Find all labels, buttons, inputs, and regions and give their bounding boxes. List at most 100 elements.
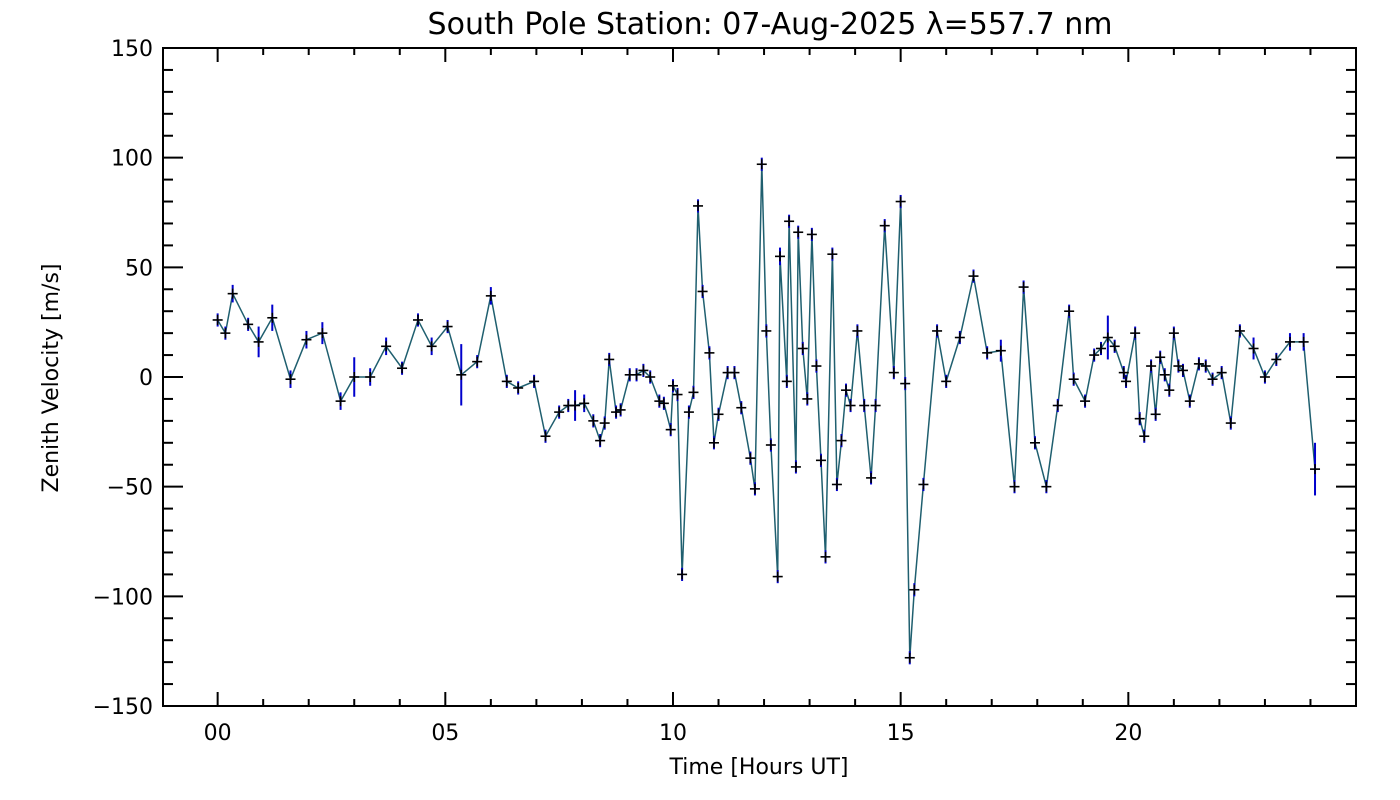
data-point-marker	[243, 319, 254, 330]
data-point-marker	[570, 400, 581, 411]
plot-border	[162, 47, 1357, 707]
data-line-group	[216, 164, 1316, 658]
data-point-marker	[797, 343, 808, 354]
data-point-marker	[1259, 372, 1270, 382]
data-point-marker	[658, 398, 669, 409]
data-point-marker	[1064, 306, 1075, 317]
data-point-marker	[749, 483, 760, 494]
data-point-marker	[677, 569, 688, 580]
plot-frame	[162, 47, 1357, 707]
data-point-marker	[688, 387, 699, 398]
data-point-marker	[1150, 409, 1161, 420]
data-point-marker	[941, 376, 952, 387]
data-point-marker	[900, 378, 911, 389]
data-point-marker	[1121, 376, 1132, 387]
data-point-marker	[845, 400, 856, 411]
data-point-marker	[982, 347, 993, 358]
data-point-marker	[365, 372, 376, 382]
y-tick-label: −50	[107, 476, 153, 501]
series-line	[216, 164, 1316, 658]
data-point-marker	[790, 461, 801, 472]
x-tick-label: 10	[659, 721, 687, 746]
data-point-marker	[220, 328, 231, 339]
y-tick-label: 150	[111, 37, 153, 62]
data-point-marker	[693, 200, 704, 211]
data-point-marker	[645, 372, 656, 382]
data-point-marker	[827, 249, 838, 260]
data-point-marker	[1109, 341, 1120, 352]
data-point-marker	[895, 196, 906, 207]
data-point-marker	[301, 334, 312, 345]
data-point-marker	[745, 453, 756, 464]
data-point-marker	[968, 271, 979, 282]
data-point-marker	[1130, 328, 1141, 339]
data-point-marker	[1018, 282, 1029, 293]
data-point-marker	[708, 437, 719, 448]
chart-title: South Pole Station: 07-Aug-2025 λ=557.7 …	[428, 7, 1113, 42]
data-point-marker	[456, 369, 467, 380]
data-point-marker	[1080, 396, 1091, 407]
data-point-marker	[793, 227, 804, 238]
data-point-marker	[529, 376, 540, 387]
data-point-marker	[611, 407, 622, 418]
data-point-marker	[704, 347, 715, 358]
data-point-marker	[1089, 350, 1100, 361]
data-point-marker	[954, 332, 965, 343]
data-point-marker	[472, 356, 483, 367]
data-point-marker	[918, 479, 929, 490]
data-point-marker	[1271, 354, 1282, 365]
data-point-marker	[381, 341, 392, 352]
data-point-marker	[870, 400, 881, 411]
data-point-marker	[756, 159, 767, 170]
errorbars-group	[216, 157, 1317, 665]
data-point-marker	[485, 290, 496, 301]
data-point-marker	[831, 479, 842, 490]
data-point-marker	[442, 321, 453, 332]
y-tick-label: −100	[93, 585, 153, 610]
data-point-marker	[879, 220, 890, 231]
data-point-marker	[866, 472, 877, 483]
data-point-marker	[638, 365, 649, 376]
data-point-marker	[1284, 336, 1295, 347]
data-point-marker	[713, 409, 724, 420]
data-point-marker	[811, 361, 822, 372]
data-point-marker	[1177, 365, 1188, 376]
y-axis-label: Zenith Velocity [m/s]	[39, 264, 64, 493]
data-point-marker	[1216, 367, 1227, 378]
data-point-marker	[683, 407, 694, 418]
data-point-marker	[1173, 361, 1184, 372]
data-point-marker	[932, 325, 943, 336]
data-point-marker	[904, 652, 915, 663]
data-point-marker	[1041, 481, 1052, 492]
data-point-marker	[1029, 437, 1040, 448]
x-tick-label: 20	[1114, 721, 1142, 746]
data-point-marker	[736, 402, 747, 413]
data-point-marker	[859, 400, 870, 411]
data-point-marker	[588, 415, 599, 426]
data-point-marker	[672, 389, 683, 400]
data-point-marker	[995, 345, 1006, 356]
data-point-marker	[888, 367, 899, 378]
data-point-marker	[1146, 361, 1157, 372]
data-point-marker	[1096, 343, 1107, 354]
data-point-marker	[1310, 464, 1321, 475]
y-tick-label: 100	[111, 147, 153, 172]
data-point-marker	[1184, 396, 1195, 407]
data-point-marker	[729, 367, 740, 378]
data-point-marker	[697, 286, 708, 297]
data-point-marker	[1200, 361, 1211, 372]
x-tick-label: 15	[887, 721, 915, 746]
data-point-marker	[1298, 336, 1309, 347]
data-point-marker	[1159, 369, 1170, 380]
data-point-marker	[1193, 358, 1204, 369]
y-tick-label: 50	[125, 256, 153, 281]
data-point-marker	[631, 369, 642, 380]
data-point-marker	[820, 551, 831, 562]
data-point-marker	[397, 363, 408, 374]
data-point-marker	[774, 251, 785, 262]
data-point-marker	[909, 584, 920, 595]
data-point-marker	[1164, 385, 1175, 396]
x-tick-label: 05	[431, 721, 459, 746]
data-point-marker	[654, 396, 665, 407]
